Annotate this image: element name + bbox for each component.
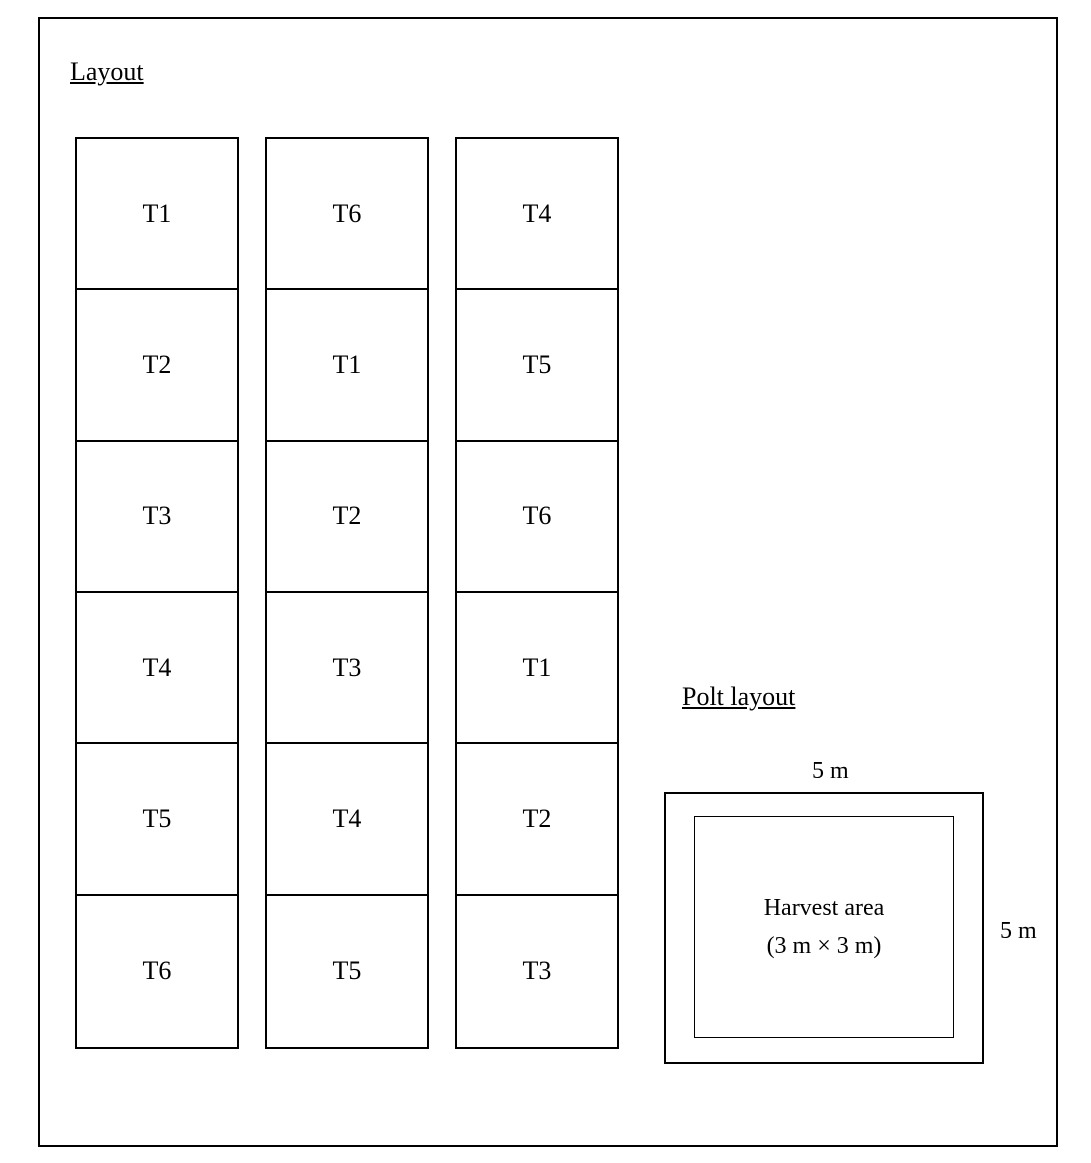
plot-cell: T1 [267, 290, 427, 441]
plot-height-label: 5 m [1000, 918, 1037, 945]
plot-cell: T2 [457, 744, 617, 895]
plot-cell: T4 [77, 593, 237, 744]
column-3: T4T5T6T1T2T3 [455, 137, 619, 1049]
plot-cell: T5 [267, 896, 427, 1047]
plot-width-label: 5 m [812, 758, 849, 785]
column-2: T6T1T2T3T4T5 [265, 137, 429, 1049]
plot-layout-title: Polt layout [682, 682, 795, 712]
harvest-area-label-line1: Harvest area [764, 889, 885, 927]
plot-cell: T1 [77, 139, 237, 290]
plot-cell: T4 [267, 744, 427, 895]
plot-cell: T4 [457, 139, 617, 290]
plot-cell: T3 [267, 593, 427, 744]
harvest-area-label-line2: (3 m × 3 m) [767, 927, 882, 965]
plot-cell: T2 [267, 442, 427, 593]
plot-cell: T2 [77, 290, 237, 441]
plot-cell: T5 [77, 744, 237, 895]
plot-cell: T6 [267, 139, 427, 290]
plot-cell: T3 [77, 442, 237, 593]
column-1: T1T2T3T4T5T6 [75, 137, 239, 1049]
layout-title: Layout [70, 57, 144, 87]
plot-cell: T3 [457, 896, 617, 1047]
plot-cell: T6 [77, 896, 237, 1047]
plot-cell: T6 [457, 442, 617, 593]
plot-cell: T1 [457, 593, 617, 744]
plot-cell: T5 [457, 290, 617, 441]
plot-inner-box: Harvest area (3 m × 3 m) [694, 816, 954, 1038]
